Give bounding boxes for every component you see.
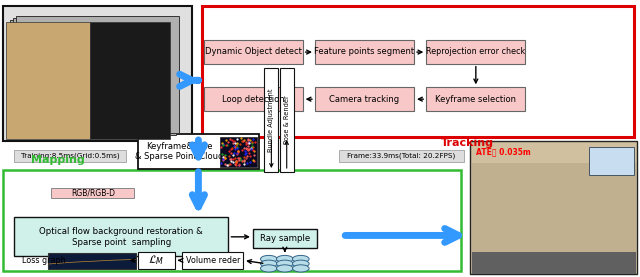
Circle shape [276,255,293,263]
Bar [315,87,414,111]
Bar [589,147,634,175]
Bar [16,16,179,133]
Text: Feature points segment: Feature points segment [314,47,415,57]
Bar [10,20,173,137]
Circle shape [260,255,277,263]
Text: $\mathcal{L}_{M}$: $\mathcal{L}_{M}$ [148,253,164,267]
Bar [13,18,176,135]
Text: ATE： 0.035m: ATE： 0.035m [476,148,531,157]
Bar [264,68,278,172]
Bar [3,170,461,271]
Text: Optical flow background restoration &
Sparse point  sampling: Optical flow background restoration & Sp… [40,227,203,247]
Bar [90,22,170,138]
Text: Reprojection error check: Reprojection error check [426,47,525,57]
Circle shape [292,255,309,263]
Text: Frame:33.9ms(Total: 20.2FPS): Frame:33.9ms(Total: 20.2FPS) [348,153,456,159]
Text: Training:8.5ms(Grid:0.5ms): Training:8.5ms(Grid:0.5ms) [20,153,120,159]
Bar [3,6,192,141]
Bar [253,229,317,248]
Bar [182,252,243,269]
Bar [202,6,634,137]
Bar [426,87,525,111]
Bar [204,40,303,64]
Text: Keyframe selection: Keyframe selection [435,94,516,104]
Bar [472,163,636,252]
Bar [6,22,90,138]
Bar [51,188,134,198]
Bar [138,252,175,269]
Text: Loop detection: Loop detection [222,94,284,104]
Text: Ray sample: Ray sample [260,234,310,243]
Text: Volume reder: Volume reder [186,256,240,265]
Circle shape [260,260,277,267]
Bar [280,68,294,172]
Circle shape [276,265,293,272]
Bar [14,150,126,162]
Text: Pose & Render: Pose & Render [284,96,290,144]
Text: Tracking: Tracking [441,138,493,148]
Text: Mapping: Mapping [31,155,84,165]
Bar [138,134,259,169]
Circle shape [292,265,309,272]
Text: Keyframe&Pose
& Sparse Point Cloud: Keyframe&Pose & Sparse Point Cloud [135,142,223,161]
Bar [472,252,636,274]
Text: Loss graph: Loss graph [22,257,66,265]
Text: Bundle Adjustment: Bundle Adjustment [268,88,275,152]
Bar [204,87,303,111]
Text: Camera tracking: Camera tracking [330,94,399,104]
Bar [48,253,136,269]
Bar [220,137,257,167]
Text: RGB/RGB-D: RGB/RGB-D [71,188,115,197]
Circle shape [292,260,309,267]
Text: Dynamic Object detect: Dynamic Object detect [205,47,301,57]
Bar [339,150,464,162]
Bar [470,141,637,274]
Circle shape [260,265,277,272]
Bar [315,40,414,64]
Bar [426,40,525,64]
Bar [14,217,228,256]
Circle shape [276,260,293,267]
